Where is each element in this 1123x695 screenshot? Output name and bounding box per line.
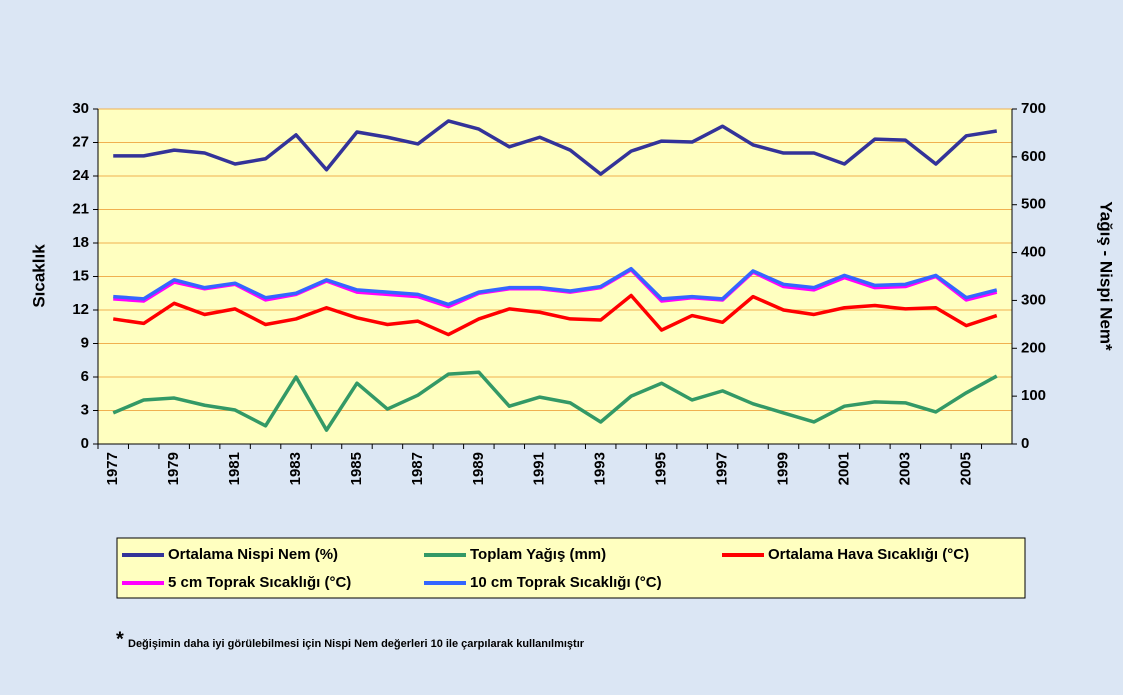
legend-label: Ortalama Nispi Nem (%) bbox=[168, 546, 338, 563]
y-tick-label: 3 bbox=[81, 401, 89, 418]
y2-tick-label: 600 bbox=[1021, 148, 1046, 165]
x-tick-label: 1991 bbox=[531, 452, 548, 485]
y-tick-label: 30 bbox=[72, 100, 89, 117]
y-tick-label: 21 bbox=[72, 200, 89, 217]
legend bbox=[116, 537, 1026, 599]
y-tick-label: 12 bbox=[72, 301, 89, 318]
x-tick-label: 2005 bbox=[957, 452, 974, 485]
legend-label: Toplam Yağış (mm) bbox=[470, 546, 606, 563]
footnote-mark: * bbox=[116, 628, 124, 650]
x-tick-label: 1985 bbox=[348, 452, 365, 485]
legend-label: 10 cm Toprak Sıcaklığı (°C) bbox=[470, 574, 662, 591]
x-tick-label: 1999 bbox=[774, 452, 791, 485]
series-line bbox=[112, 293, 998, 337]
y2-tick-label: 400 bbox=[1021, 244, 1046, 261]
x-tick-label: 1997 bbox=[714, 452, 731, 485]
x-tick-label: 1989 bbox=[470, 452, 487, 485]
x-tick-label: 1987 bbox=[409, 452, 426, 485]
y2-tick-label: 100 bbox=[1021, 387, 1046, 404]
y-tick-label: 27 bbox=[72, 133, 89, 150]
y2-tick-label: 0 bbox=[1021, 435, 1029, 452]
y-tick-label: 24 bbox=[72, 167, 89, 184]
y-tick-label: 15 bbox=[72, 267, 89, 284]
legend-label: 5 cm Toprak Sıcaklığı (°C) bbox=[168, 574, 351, 591]
series-line bbox=[113, 119, 998, 176]
legend-label: Ortalama Hava Sıcaklığı (°C) bbox=[768, 546, 969, 563]
y-axis-title: Sıcaklık bbox=[29, 244, 48, 308]
y2-tick-label: 700 bbox=[1021, 100, 1046, 117]
x-tick-label: 2003 bbox=[896, 452, 913, 485]
x-tick-label: 1979 bbox=[165, 452, 182, 485]
y2-tick-label: 200 bbox=[1021, 339, 1046, 356]
x-tick-label: 1977 bbox=[104, 452, 121, 485]
y-tick-label: 18 bbox=[72, 234, 89, 251]
series-line bbox=[112, 370, 998, 432]
x-tick-label: 1993 bbox=[592, 452, 609, 485]
x-tick-label: 1995 bbox=[653, 452, 670, 485]
y-tick-label: 9 bbox=[81, 334, 89, 351]
series-line bbox=[113, 266, 998, 307]
y2-axis-title: Yağış - Nispi Nem* bbox=[1097, 201, 1116, 351]
x-tick-label: 2001 bbox=[835, 452, 852, 485]
y-tick-label: 6 bbox=[81, 368, 89, 385]
y2-tick-label: 300 bbox=[1021, 291, 1046, 308]
footnote: Değişimin daha iyi görülebilmesi için Ni… bbox=[128, 638, 585, 650]
x-tick-label: 1981 bbox=[226, 452, 243, 485]
y-tick-label: 0 bbox=[81, 435, 89, 452]
y2-tick-label: 500 bbox=[1021, 196, 1046, 213]
x-tick-label: 1983 bbox=[287, 452, 304, 485]
